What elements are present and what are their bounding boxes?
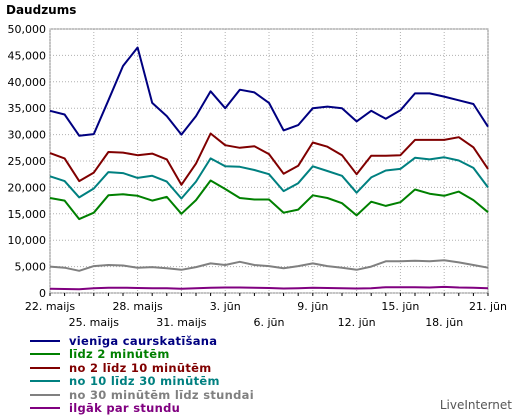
y-tick-label: 50,000 (8, 23, 47, 36)
legend-item: līdz 2 minūtēm (30, 347, 254, 362)
y-tick-label: 5,000 (15, 261, 47, 274)
legend-item: vienīga caurskatīšana (30, 334, 254, 348)
series-line-2 (49, 132, 489, 186)
y-tick-label: 45,000 (8, 49, 47, 62)
legend-label: ilgāk par stundu (69, 401, 181, 416)
y-tick-label: 20,000 (8, 181, 47, 194)
x-tick-label: 25. maijs (69, 316, 120, 329)
legend-swatch (30, 366, 60, 369)
series-line-0 (49, 46, 489, 137)
x-tick-label: 12. jūn (338, 316, 376, 329)
legend-swatch (30, 353, 60, 356)
legend-label: no 30 minūtēm līdz stundai (69, 387, 254, 402)
series-line-5 (49, 285, 489, 291)
legend-item: no 2 līdz 10 minūtēm (30, 361, 254, 375)
x-tick-label: 6. jūn (254, 316, 285, 329)
series-line-1 (49, 179, 489, 221)
x-tick-label: 15. jūn (381, 300, 419, 313)
y-tick-label: 10,000 (8, 234, 47, 247)
legend-label: līdz 2 minūtēm (69, 347, 170, 362)
legend-label: vienīga caurskatīšana (69, 333, 218, 348)
x-axis: 22. maijs 28. maijs 3. jūn 9. jūn 15. jūn 21.… (25, 293, 507, 329)
x-tick-label: 18. jūn (425, 316, 463, 329)
x-tick-label: 3. jūn (210, 300, 241, 313)
y-tick-label: 35,000 (8, 102, 47, 115)
legend-item: ilgāk par stundu (30, 401, 254, 416)
x-tick-label: 31. maijs (156, 316, 207, 329)
legend-swatch (30, 393, 60, 396)
chart-title: Daudzums (6, 3, 76, 17)
y-tick-label: 30,000 (8, 129, 47, 142)
legend-label: no 2 līdz 10 minūtēm (69, 360, 212, 375)
legend-swatch (30, 380, 60, 383)
series-lines (49, 46, 489, 291)
series-line-3 (49, 156, 489, 200)
y-tick-label: 25,000 (8, 155, 47, 168)
y-tick-label: 0 (39, 287, 46, 300)
legend-swatch (30, 339, 60, 342)
brand-label: LiveInternet (439, 398, 512, 412)
grid (49, 28, 489, 294)
x-tick-label: 28. maijs (112, 300, 163, 313)
legend-label: no 10 līdz 30 minūtēm (69, 374, 220, 389)
legend-item: no 30 minūtēm līdz stundai (30, 388, 254, 402)
y-tick-label: 15,000 (8, 208, 47, 221)
legend: vienīga caurskatīšana līdz 2 minūtēm no 2 … (30, 334, 254, 415)
x-tick-label: 21. jūn (469, 300, 507, 313)
x-tick-label: 9. jūn (297, 300, 328, 313)
legend-swatch (30, 407, 60, 410)
x-tick-label: 22. maijs (25, 300, 76, 313)
y-tick-label: 40,000 (8, 76, 47, 89)
legend-item: no 10 līdz 30 minūtēm (30, 374, 254, 389)
y-axis: 0 5,000 10,000 15,000 20,000 25,000 30,000 35,0… (8, 23, 47, 300)
series-line-4 (49, 259, 489, 272)
